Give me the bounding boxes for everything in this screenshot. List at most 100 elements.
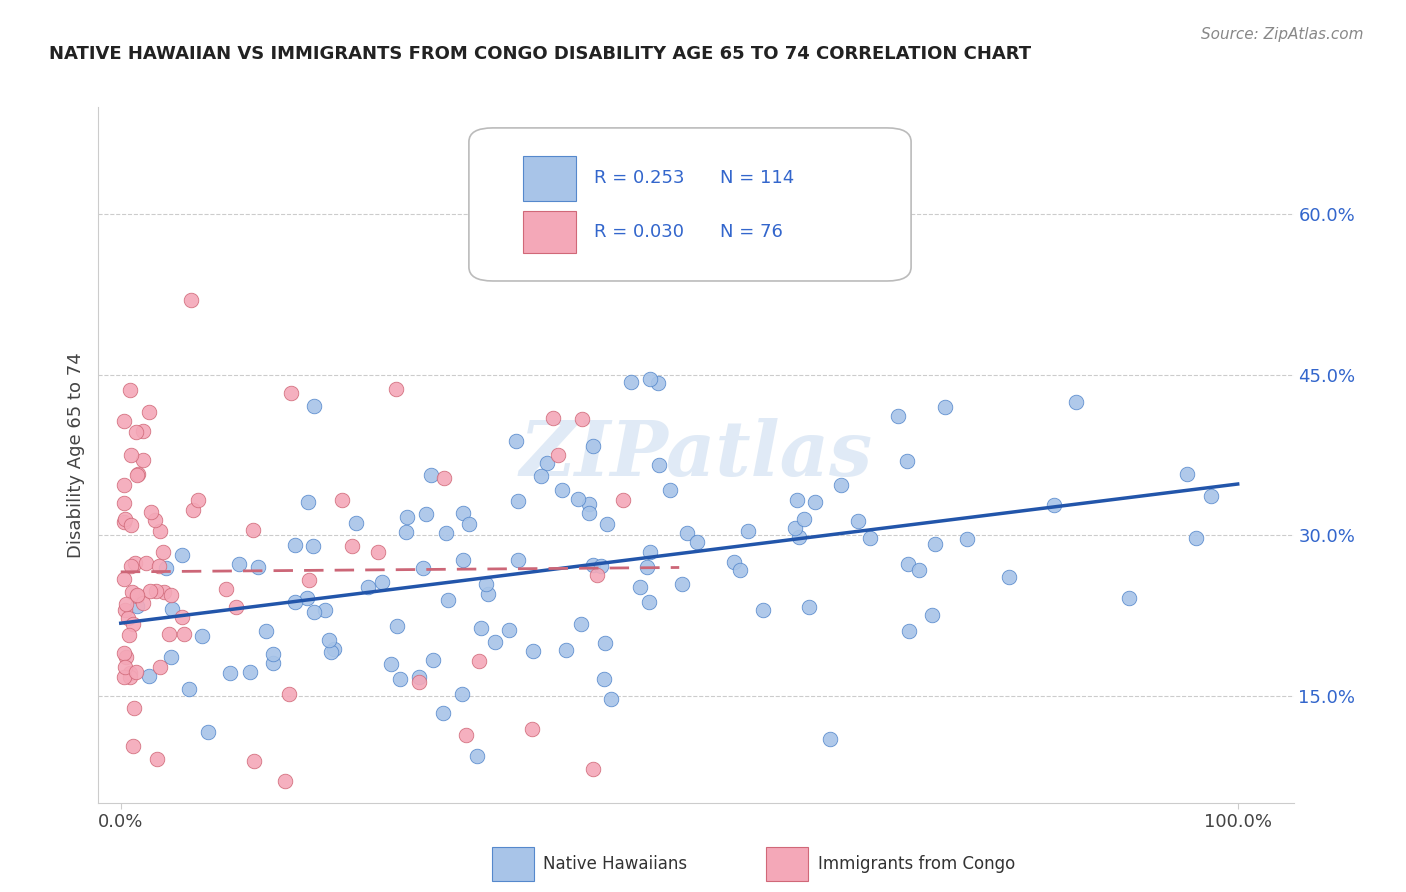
- Point: [434, 525, 457, 540]
- Point: [578, 506, 600, 520]
- Point: [112, 414, 135, 428]
- Text: Source: ZipAtlas.com: Source: ZipAtlas.com: [1201, 27, 1364, 42]
- Point: [787, 530, 810, 544]
- Point: [956, 532, 979, 546]
- Text: NATIVE HAWAIIAN VS IMMIGRANTS FROM CONGO DISABILITY AGE 65 TO 74 CORRELATION CHA: NATIVE HAWAIIAN VS IMMIGRANTS FROM CONGO…: [49, 45, 1032, 62]
- Point: [138, 405, 160, 419]
- Point: [612, 493, 634, 508]
- Point: [298, 573, 321, 587]
- Point: [578, 497, 600, 511]
- Point: [451, 553, 474, 567]
- Point: [114, 603, 136, 617]
- Point: [160, 650, 183, 665]
- Point: [470, 621, 492, 635]
- Point: [228, 558, 250, 572]
- Point: [897, 558, 920, 572]
- Point: [197, 724, 219, 739]
- Point: [242, 523, 264, 537]
- Point: [569, 617, 592, 632]
- Point: [571, 412, 593, 426]
- Point: [793, 512, 815, 526]
- Point: [121, 585, 143, 599]
- Point: [638, 545, 661, 559]
- Point: [114, 659, 136, 673]
- Point: [322, 642, 344, 657]
- Point: [127, 467, 149, 482]
- Point: [737, 524, 759, 538]
- Point: [181, 502, 204, 516]
- Point: [314, 603, 336, 617]
- Point: [628, 580, 651, 594]
- Point: [474, 577, 496, 591]
- Point: [908, 562, 931, 576]
- Point: [141, 505, 163, 519]
- Point: [998, 570, 1021, 584]
- Point: [112, 515, 135, 529]
- Point: [785, 521, 807, 535]
- Point: [433, 471, 456, 485]
- Point: [173, 627, 195, 641]
- Point: [149, 659, 172, 673]
- Point: [284, 538, 307, 552]
- Point: [686, 535, 709, 549]
- FancyBboxPatch shape: [470, 128, 911, 281]
- Point: [1175, 467, 1198, 482]
- Point: [412, 561, 434, 575]
- Point: [505, 434, 527, 448]
- Point: [637, 595, 659, 609]
- Point: [484, 634, 506, 648]
- Point: [818, 731, 841, 746]
- Point: [304, 606, 326, 620]
- Point: [432, 706, 454, 721]
- Point: [593, 672, 616, 686]
- Point: [115, 598, 138, 612]
- Point: [387, 619, 409, 633]
- Point: [125, 589, 148, 603]
- Point: [177, 681, 200, 696]
- Point: [262, 656, 284, 670]
- Point: [620, 375, 643, 389]
- Point: [367, 545, 389, 559]
- Point: [551, 483, 574, 498]
- Point: [567, 492, 589, 507]
- Point: [172, 548, 194, 562]
- Point: [887, 409, 910, 423]
- Point: [380, 657, 402, 672]
- Point: [1118, 591, 1140, 605]
- Point: [120, 518, 142, 533]
- Point: [112, 572, 135, 586]
- Point: [752, 603, 775, 617]
- Point: [262, 647, 284, 661]
- Point: [803, 494, 825, 508]
- Point: [112, 478, 135, 492]
- Point: [408, 674, 430, 689]
- Point: [457, 517, 479, 532]
- Point: [225, 599, 247, 614]
- Point: [191, 629, 214, 643]
- Point: [301, 539, 323, 553]
- Point: [1064, 395, 1087, 409]
- Point: [124, 701, 146, 715]
- Point: [647, 376, 669, 391]
- Point: [530, 469, 553, 483]
- Point: [284, 595, 307, 609]
- Point: [723, 555, 745, 569]
- Point: [924, 537, 946, 551]
- Point: [344, 516, 367, 530]
- Point: [477, 587, 499, 601]
- Point: [786, 492, 808, 507]
- Text: Native Hawaiians: Native Hawaiians: [543, 855, 688, 873]
- Point: [131, 424, 153, 438]
- Point: [600, 692, 623, 706]
- Point: [554, 642, 576, 657]
- Point: [468, 654, 491, 668]
- Point: [180, 293, 202, 307]
- Point: [1185, 531, 1208, 545]
- Point: [247, 560, 270, 574]
- Point: [395, 510, 418, 524]
- Point: [332, 493, 354, 508]
- Point: [274, 774, 297, 789]
- Point: [589, 558, 612, 573]
- Point: [172, 609, 194, 624]
- Point: [595, 516, 617, 531]
